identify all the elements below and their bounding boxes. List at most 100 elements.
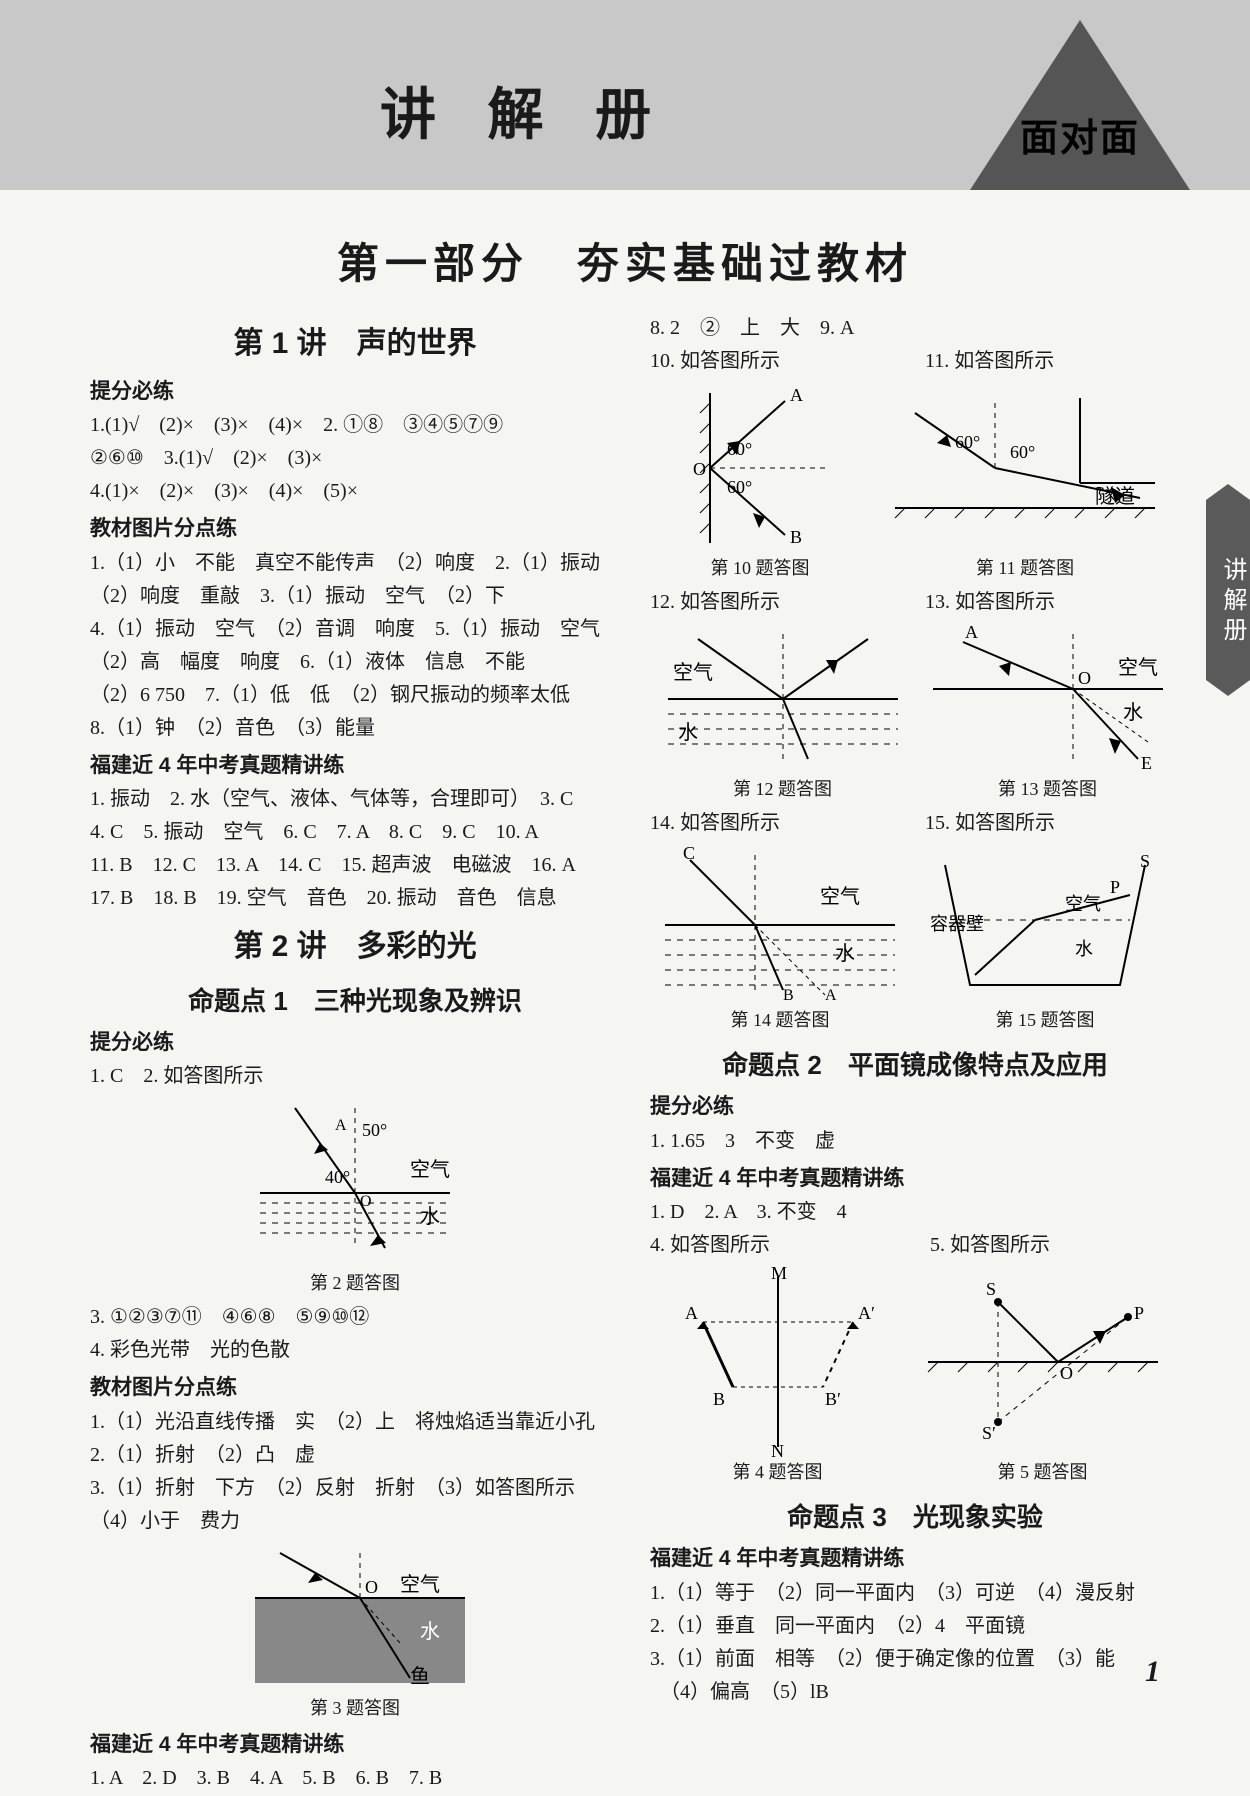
fig2-cap: 第 2 题答图: [240, 1270, 470, 1298]
svg-text:水: 水: [835, 942, 855, 965]
topic3-title: 命题点 3 光现象实验: [650, 1497, 1180, 1537]
svg-text:空气: 空气: [410, 1158, 450, 1181]
l2-fj-hd: 福建近 4 年中考真题精讲练: [90, 1729, 620, 1762]
r-l2: 10. 如答图所示 11. 如答图所示: [650, 346, 1180, 377]
svg-text:P: P: [1134, 1303, 1144, 1323]
lecture1-title: 第 1 讲 声的世界: [90, 321, 620, 368]
svg-text:S′: S′: [982, 1423, 996, 1443]
svg-text:空气: 空气: [820, 885, 860, 908]
svg-text:O: O: [1078, 668, 1091, 688]
l1-tf-hd: 提分必练: [90, 376, 620, 409]
header-band: 讲 解 册 面对面: [0, 0, 1250, 190]
fig10-svg: A B O 60° 60°: [665, 383, 855, 553]
svg-text:C: C: [683, 845, 695, 863]
l1-tf-1: ②⑥⑩ 3.(1)√ (2)× (3)×: [90, 443, 620, 474]
r-fj-0: 1. D 2. A 3. 不变 4: [650, 1197, 1180, 1228]
fig12-svg: 空气 水: [658, 624, 908, 774]
l2-tf-hd: 提分必练: [90, 1027, 620, 1060]
l1-tf-2: 4.(1)× (2)× (3)× (4)× (5)×: [90, 476, 620, 507]
l1-tcfd-0: 1.（1）小 不能 真空不能传声 （2）响度 2.（1）振动: [90, 548, 620, 579]
fig15-svg: S P 容器壁 空气 水: [915, 845, 1175, 1005]
booklet-title: 讲 解 册: [380, 70, 669, 151]
lecture2-title: 第 2 讲 多彩的光: [90, 924, 620, 971]
fig14-cap: 第 14 题答图: [655, 1007, 905, 1035]
svg-text:空气: 空气: [1118, 656, 1158, 679]
fig13-svg: A O E 空气 水: [923, 624, 1173, 774]
svg-text:水: 水: [420, 1205, 440, 1228]
fig4-5-box: M N A A′ B B′ 第 4 题答图: [650, 1267, 1180, 1487]
svg-text:水: 水: [1075, 939, 1093, 959]
l2-line-a: 3. ①②③⑦⑪ ④⑥⑧ ⑤⑨⑩⑫: [90, 1302, 620, 1333]
l1-tcfd-1: （2）响度 重敲 3.（1）振动 空气 （2）下: [90, 581, 620, 612]
fig13-cap: 第 13 题答图: [923, 776, 1173, 804]
svg-text:隧道: 隧道: [1095, 485, 1135, 508]
logo-triangle: [970, 20, 1190, 190]
right-column: 8. 2 ② 上 大 9. A 10. 如答图所示 11. 如答图所示: [650, 311, 1180, 1796]
logo-badge: 面对面: [970, 20, 1190, 190]
svg-text:60°: 60°: [955, 432, 980, 452]
r-fj3-hd: 福建近 4 年中考真题精讲练: [650, 1543, 1180, 1576]
l1-fj-hd: 福建近 4 年中考真题精讲练: [90, 750, 620, 783]
svg-text:B′: B′: [825, 1389, 841, 1409]
r-fj3-1: 2.（1）垂直 同一平面内 （2）4 平面镜: [650, 1611, 1180, 1642]
svg-text:O: O: [693, 459, 706, 479]
r-fj3-3: （4）偏高 （5）lB: [650, 1677, 1180, 1708]
svg-text:空气: 空气: [400, 1573, 440, 1596]
l2-line-b: 4. 彩色光带 光的色散: [90, 1335, 620, 1366]
r-tf-hd: 提分必练: [650, 1091, 1180, 1124]
topic1-title: 命题点 1 三种光现象及辨识: [90, 981, 620, 1021]
svg-text:A: A: [790, 385, 803, 405]
r-fj-hd: 福建近 4 年中考真题精讲练: [650, 1163, 1180, 1196]
svg-text:水: 水: [1123, 701, 1143, 724]
svg-text:B: B: [713, 1389, 725, 1409]
svg-text:空气: 空气: [673, 661, 713, 684]
svg-text:S: S: [986, 1279, 996, 1299]
fig5-cap: 第 5 题答图: [918, 1459, 1168, 1487]
svg-text:B: B: [790, 527, 802, 547]
svg-text:A: A: [685, 1303, 698, 1323]
svg-text:60°: 60°: [727, 477, 752, 497]
svg-text:P: P: [1110, 877, 1120, 897]
l1-fj-2: 11. B 12. C 13. A 14. C 15. 超声波 电磁波 16. …: [90, 850, 620, 881]
svg-text:N: N: [771, 1441, 784, 1457]
part-title: 第一部分 夯实基础过教材: [0, 230, 1250, 291]
r-fj-1: 4. 如答图所示 5. 如答图所示: [650, 1230, 1180, 1261]
r-l3: 12. 如答图所示 13. 如答图所示: [650, 587, 1180, 618]
fig12-cap: 第 12 题答图: [658, 776, 908, 804]
l2-tcfd-hd: 教材图片分点练: [90, 1372, 620, 1405]
fig2-box: A 50° 40° 空气 水 O 第 2 题答图: [90, 1098, 620, 1298]
r-top: 8. 2 ② 上 大 9. A: [650, 313, 1180, 344]
fig14-svg: C A B 空气 水: [655, 845, 905, 1005]
fig11-svg: 60° 60° 隧道: [885, 383, 1165, 553]
svg-text:S: S: [1140, 851, 1150, 871]
l1-tf-0: 1.(1)√ (2)× (3)× (4)× 2. ①⑧ ③④⑤⑦⑨: [90, 410, 620, 441]
l1-fj-0: 1. 振动 2. 水（空气、液体、气体等，合理即可） 3. C: [90, 784, 620, 815]
fig10-cap: 第 10 题答图: [665, 555, 855, 583]
page-number: 1: [1145, 1655, 1160, 1689]
l2-tcfd-1: 2.（1）折射 （2）凸 虚: [90, 1440, 620, 1471]
l1-fj-1: 4. C 5. 振动 空气 6. C 7. A 8. C 9. C 10. A: [90, 817, 620, 848]
svg-text:容器壁: 容器壁: [930, 914, 984, 934]
svg-text:E: E: [1141, 753, 1152, 773]
l1-tcfd-hd: 教材图片分点练: [90, 513, 620, 546]
svg-text:空气: 空气: [1065, 894, 1101, 914]
svg-text:O: O: [360, 1193, 372, 1210]
l2-tcfd-3: （4）小于 费力: [90, 1506, 620, 1537]
l1-tcfd-3: （2）高 幅度 响度 6.（1）液体 信息 不能: [90, 647, 620, 678]
r-l4: 14. 如答图所示 15. 如答图所示: [650, 808, 1180, 839]
fig5-svg: S S′ P O: [918, 1267, 1168, 1457]
fig12-13-box: 空气 水 第 12 题答图 A O E 空气: [650, 624, 1180, 804]
svg-text:B: B: [783, 987, 794, 1004]
fig3-svg: O 空气 水 鱼: [225, 1543, 485, 1693]
svg-text:40°: 40°: [325, 1167, 350, 1187]
svg-text:M: M: [771, 1267, 787, 1283]
topic2-title: 命题点 2 平面镜成像特点及应用: [650, 1045, 1180, 1085]
fig3-box: O 空气 水 鱼 第 3 题答图: [90, 1543, 620, 1723]
fig14-15-box: C A B 空气 水 第 14 题答图 S P 容器壁 空气: [650, 845, 1180, 1035]
r-fj3-0: 1.（1）等于 （2）同一平面内 （3）可逆 （4）漫反射: [650, 1578, 1180, 1609]
l2-tf-0: 1. C 2. 如答图所示: [90, 1061, 620, 1092]
r-fj3-2: 3.（1）前面 相等 （2）便于确定像的位置 （3）能: [650, 1644, 1180, 1675]
fig2-svg: A 50° 40° 空气 水 O: [240, 1098, 470, 1268]
fig3-cap: 第 3 题答图: [225, 1695, 485, 1723]
side-tab: 讲解册: [1206, 500, 1250, 680]
